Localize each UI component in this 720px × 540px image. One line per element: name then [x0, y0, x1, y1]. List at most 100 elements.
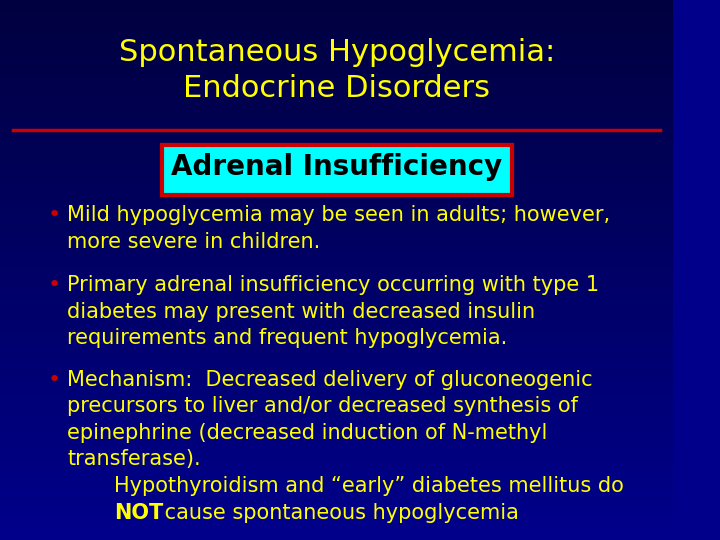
- Bar: [0, 162, 673, 167]
- Bar: [0, 221, 673, 227]
- Bar: [0, 297, 673, 302]
- Bar: [0, 254, 673, 259]
- Bar: [0, 448, 673, 454]
- Text: •: •: [47, 205, 60, 225]
- Bar: [0, 281, 673, 286]
- Bar: [0, 76, 673, 81]
- Bar: [0, 378, 673, 383]
- Bar: [0, 518, 673, 524]
- Bar: [0, 346, 673, 351]
- Bar: [0, 43, 673, 49]
- Bar: [0, 464, 673, 470]
- Bar: [0, 86, 673, 92]
- Bar: [0, 194, 673, 200]
- Bar: [0, 103, 673, 108]
- Bar: [0, 367, 673, 373]
- Bar: [0, 49, 673, 54]
- Bar: [0, 259, 673, 265]
- Bar: [0, 454, 673, 459]
- Bar: [0, 324, 673, 329]
- Bar: [0, 394, 673, 400]
- Bar: [0, 146, 673, 151]
- Bar: [0, 22, 673, 27]
- Bar: [0, 205, 673, 211]
- Bar: [0, 416, 673, 421]
- Bar: [0, 32, 673, 38]
- Bar: [0, 475, 673, 481]
- Bar: [0, 16, 673, 22]
- Text: NOT: NOT: [114, 503, 163, 523]
- Bar: [0, 81, 673, 86]
- Bar: [0, 513, 673, 518]
- Bar: [0, 491, 673, 497]
- Bar: [0, 151, 673, 157]
- Bar: [0, 232, 673, 238]
- Bar: [0, 124, 673, 130]
- Bar: [0, 481, 673, 486]
- Bar: [0, 508, 673, 513]
- Bar: [0, 59, 673, 65]
- Bar: [0, 135, 673, 140]
- Bar: [0, 400, 673, 405]
- Bar: [0, 389, 673, 394]
- Text: Spontaneous Hypoglycemia:
Endocrine Disorders: Spontaneous Hypoglycemia: Endocrine Diso…: [119, 38, 554, 103]
- Bar: [0, 351, 673, 356]
- Bar: [0, 308, 673, 313]
- Bar: [0, 65, 673, 70]
- Bar: [0, 335, 673, 340]
- Bar: [0, 535, 673, 540]
- Bar: [0, 497, 673, 502]
- Bar: [0, 211, 673, 216]
- Bar: [0, 373, 673, 378]
- Bar: [0, 437, 673, 443]
- Bar: [0, 200, 673, 205]
- Bar: [0, 243, 673, 248]
- Bar: [0, 313, 673, 319]
- Bar: [0, 362, 673, 367]
- Bar: [0, 270, 673, 275]
- Bar: [0, 459, 673, 464]
- Bar: [0, 432, 673, 437]
- Bar: [0, 302, 673, 308]
- Bar: [0, 356, 673, 362]
- Bar: [0, 140, 673, 146]
- Bar: [0, 502, 673, 508]
- Bar: [0, 173, 673, 178]
- Bar: [0, 405, 673, 410]
- Bar: [0, 11, 673, 16]
- Bar: [0, 248, 673, 254]
- Bar: [0, 5, 673, 11]
- Text: Hypothyroidism and “early” diabetes mellitus do: Hypothyroidism and “early” diabetes mell…: [114, 476, 624, 496]
- Bar: [0, 319, 673, 324]
- Bar: [0, 524, 673, 529]
- Bar: [0, 130, 673, 135]
- Text: Primary adrenal insufficiency occurring with type 1
diabetes may present with de: Primary adrenal insufficiency occurring …: [68, 275, 600, 348]
- Bar: [0, 157, 673, 162]
- Bar: [0, 92, 673, 97]
- Bar: [0, 238, 673, 243]
- Bar: [0, 383, 673, 389]
- Bar: [0, 470, 673, 475]
- Bar: [0, 427, 673, 432]
- Bar: [0, 97, 673, 103]
- Text: Mild hypoglycemia may be seen in adults; however,
more severe in children.: Mild hypoglycemia may be seen in adults;…: [68, 205, 611, 252]
- Bar: [0, 275, 673, 281]
- Bar: [0, 286, 673, 292]
- Bar: [0, 70, 673, 76]
- Bar: [0, 486, 673, 491]
- Bar: [0, 113, 673, 119]
- Bar: [0, 227, 673, 232]
- Bar: [0, 216, 673, 221]
- Bar: [0, 178, 673, 184]
- Bar: [0, 27, 673, 32]
- Text: cause spontaneous hypoglycemia: cause spontaneous hypoglycemia: [158, 503, 519, 523]
- Bar: [0, 167, 673, 173]
- Bar: [0, 329, 673, 335]
- Bar: [0, 108, 673, 113]
- Bar: [0, 54, 673, 59]
- FancyBboxPatch shape: [161, 145, 512, 195]
- Bar: [0, 421, 673, 427]
- Bar: [0, 410, 673, 416]
- Text: •: •: [47, 370, 60, 390]
- Bar: [0, 265, 673, 270]
